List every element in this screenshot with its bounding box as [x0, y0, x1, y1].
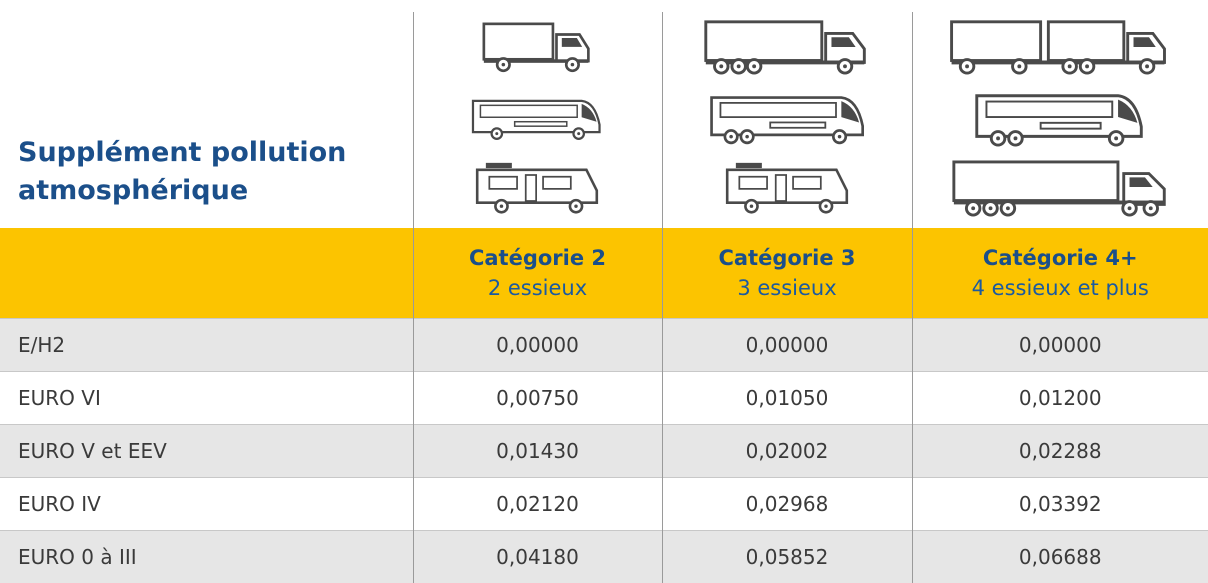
axle-count: 3 essieux: [737, 276, 836, 300]
truck-icon: [706, 22, 865, 73]
semi-truck-icon: [954, 162, 1164, 215]
page: {"header": {"title": "Supplément polluti…: [0, 0, 1208, 580]
vehicle-icons: [0, 0, 1208, 228]
emission-class: EURO 0 à III: [0, 531, 413, 583]
axle-count: 2 essieux: [488, 276, 587, 300]
rate-cell: 0,01430: [413, 425, 662, 478]
bus-icon: [712, 98, 863, 143]
emission-class: EURO IV: [0, 478, 413, 531]
rate-cell: 0,01050: [662, 372, 912, 425]
rate-cell: 0,02120: [413, 478, 662, 531]
camper-icon: [727, 163, 847, 212]
column-header: Catégorie 3 3 essieux: [662, 228, 912, 319]
rate-cell: 0,02288: [912, 425, 1208, 478]
header: Supplément pollution atmosphérique: [0, 0, 1208, 228]
bus-icon: [473, 101, 600, 139]
category-title: Catégorie 2: [414, 243, 662, 273]
empty-header: [0, 228, 413, 319]
rate-cell: 0,02968: [662, 478, 912, 531]
bus-icon: [977, 96, 1142, 145]
rate-cell: 0,00000: [413, 319, 662, 372]
emission-class: EURO VI: [0, 372, 413, 425]
pollution-table: Catégorie 2 2 essieux Catégorie 3 3 essieux…: [0, 228, 1208, 583]
rate-cell: 0,00000: [662, 319, 912, 372]
rate-cell: 0,00750: [413, 372, 662, 425]
header-row: Catégorie 2 2 essieux Catégorie 3 3 essieux…: [0, 228, 1208, 319]
axle-count: 4 essieux et plus: [972, 276, 1149, 300]
truck-icon: [484, 24, 589, 71]
column-header: Catégorie 2 2 essieux: [413, 228, 662, 319]
rate-cell: 0,00000: [912, 319, 1208, 372]
column-header: Catégorie 4+ 4 essieux et plus: [912, 228, 1208, 319]
rate-cell: 0,06688: [912, 531, 1208, 583]
category-title: Catégorie 3: [663, 243, 912, 273]
emission-class: E/H2: [0, 319, 413, 372]
truck-icon: [952, 22, 1165, 73]
rate-cell: 0,03392: [912, 478, 1208, 531]
category-title: Catégorie 4+: [913, 243, 1208, 273]
camper-icon: [477, 163, 597, 212]
emission-class: EURO V et EEV: [0, 425, 413, 478]
rate-cell: 0,05852: [662, 531, 912, 583]
rate-cell: 0,04180: [413, 531, 662, 583]
rate-cell: 0,01200: [912, 372, 1208, 425]
rate-cell: 0,02002: [662, 425, 912, 478]
